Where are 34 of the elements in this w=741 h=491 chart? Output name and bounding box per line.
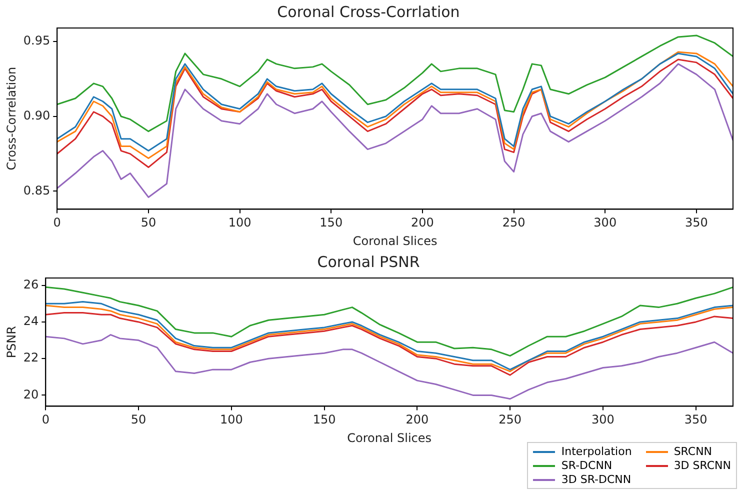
x-tick-label: 300 xyxy=(594,216,617,230)
legend-label: SRCNN xyxy=(674,445,712,458)
x-tick-label: 350 xyxy=(684,412,708,427)
x-axis-title: Coronal Slices xyxy=(352,234,438,248)
x-axis-title: Coronal Slices xyxy=(347,430,432,445)
y-tick-label: 0.95 xyxy=(23,34,50,48)
x-tick-label: 100 xyxy=(228,216,252,230)
y-tick-label: 0.90 xyxy=(23,108,50,122)
x-tick-label: 100 xyxy=(220,412,243,427)
legend-label: Interpolation xyxy=(561,445,632,458)
x-tick-label: 250 xyxy=(502,216,526,230)
y-tick-label: 24 xyxy=(23,314,39,328)
x-tick-label: 150 xyxy=(320,216,343,230)
y-tick-label: 20 xyxy=(23,387,39,402)
legend-label: SR-DCNN xyxy=(561,459,612,472)
y-tick-label: 26 xyxy=(23,277,39,292)
y-tick-label: 22 xyxy=(23,350,39,365)
x-tick-label: 200 xyxy=(411,216,434,230)
x-tick-label: 200 xyxy=(406,412,429,427)
x-tick-label: 50 xyxy=(130,412,146,427)
legend-label: 3D SR-DCNN xyxy=(561,473,632,486)
chart-title: Coronal Cross-Corrlation xyxy=(277,2,460,21)
y-tick-label: 0.85 xyxy=(23,183,50,198)
legend-label: 3D SRCNN xyxy=(674,459,731,472)
y-axis-title: PSNR xyxy=(4,326,18,358)
x-tick-label: 0 xyxy=(53,216,61,230)
x-tick-label: 0 xyxy=(42,412,50,427)
x-tick-label: 250 xyxy=(498,412,522,427)
y-axis-title: Cross-Correlation xyxy=(4,66,18,170)
x-tick-label: 150 xyxy=(312,412,336,427)
chart-title: Coronal PSNR xyxy=(317,252,420,271)
x-tick-label: 350 xyxy=(685,216,708,230)
x-tick-label: 300 xyxy=(592,412,614,427)
x-tick-label: 50 xyxy=(140,216,156,230)
